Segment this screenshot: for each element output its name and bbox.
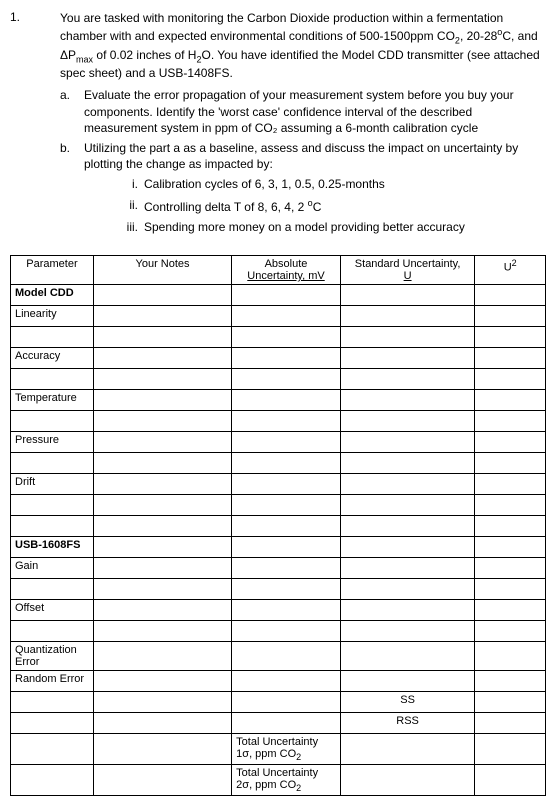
table-row: Quantization Error: [11, 641, 546, 670]
table-row: Offset: [11, 599, 546, 620]
table-row: Linearity: [11, 305, 546, 326]
roman-ii: ii.: [120, 197, 138, 215]
table-row: Total Uncertainty 1σ, ppm CO2: [11, 733, 546, 764]
table-row: [11, 326, 546, 347]
table-row: Drift: [11, 473, 546, 494]
header-parameter: Parameter: [11, 255, 94, 284]
table-row: Random Error: [11, 670, 546, 691]
cell-random-error: Random Error: [11, 670, 94, 691]
table-row: [11, 515, 546, 536]
subsub-list: i. Calibration cycles of 6, 3, 1, 0.5, 0…: [120, 176, 546, 235]
cell-total-2: Total Uncertainty 2σ, ppm CO2: [232, 765, 341, 796]
sub-list: a. Evaluate the error propagation of you…: [60, 87, 546, 235]
table-row: Total Uncertainty 2σ, ppm CO2: [11, 765, 546, 796]
header-absolute: Absolute Uncertainty, mV: [232, 255, 341, 284]
table-row: Temperature: [11, 389, 546, 410]
subsub-text-iii: Spending more money on a model providing…: [144, 219, 465, 235]
table-row: [11, 620, 546, 641]
sub-text-b: Utilizing the part a as a baseline, asse…: [84, 140, 546, 172]
cell-ss: SS: [340, 691, 475, 712]
sub-item-b: b. Utilizing the part a as a baseline, a…: [60, 140, 546, 172]
problem-statement: 1. You are tasked with monitoring the Ca…: [10, 10, 546, 81]
table-row: Accuracy: [11, 347, 546, 368]
cell-linearity: Linearity: [11, 305, 94, 326]
header-standard: Standard Uncertainty, U: [340, 255, 475, 284]
sub-letter-a: a.: [60, 87, 78, 136]
table-row: [11, 452, 546, 473]
cell-pressure: Pressure: [11, 431, 94, 452]
table-header-row: Parameter Your Notes Absolute Uncertaint…: [11, 255, 546, 284]
roman-iii: iii.: [120, 219, 138, 235]
table-row: [11, 578, 546, 599]
cell-drift: Drift: [11, 473, 94, 494]
table-row: Pressure: [11, 431, 546, 452]
subsub-text-i: Calibration cycles of 6, 3, 1, 0.5, 0.25…: [144, 176, 385, 192]
table-row: [11, 368, 546, 389]
cell-model-cdd: Model CDD: [11, 284, 94, 305]
cell-temperature: Temperature: [11, 389, 94, 410]
problem-number: 1.: [10, 10, 20, 81]
sub-text-a: Evaluate the error propagation of your m…: [84, 87, 546, 136]
subsub-item-i: i. Calibration cycles of 6, 3, 1, 0.5, 0…: [120, 176, 546, 192]
subsub-item-iii: iii. Spending more money on a model prov…: [120, 219, 546, 235]
cell-accuracy: Accuracy: [11, 347, 94, 368]
table-row: Gain: [11, 557, 546, 578]
sub-item-a: a. Evaluate the error propagation of you…: [60, 87, 546, 136]
subsub-text-ii: Controlling delta T of 8, 6, 4, 2 oC: [144, 197, 321, 215]
table-row: Model CDD: [11, 284, 546, 305]
cell-quant-error: Quantization Error: [11, 641, 94, 670]
sub-letter-b: b.: [60, 140, 78, 172]
uncertainty-table: Parameter Your Notes Absolute Uncertaint…: [10, 255, 546, 796]
problem-text: You are tasked with monitoring the Carbo…: [60, 10, 546, 81]
header-notes: Your Notes: [93, 255, 231, 284]
table-row: USB-1608FS: [11, 536, 546, 557]
table-row: [11, 410, 546, 431]
cell-usb: USB-1608FS: [11, 536, 94, 557]
table-row: [11, 494, 546, 515]
cell-rss: RSS: [340, 712, 475, 733]
roman-i: i.: [120, 176, 138, 192]
header-u-squared: U2: [475, 255, 546, 284]
cell-offset: Offset: [11, 599, 94, 620]
cell-gain: Gain: [11, 557, 94, 578]
cell-total-1: Total Uncertainty 1σ, ppm CO2: [232, 733, 341, 764]
table-row: SS: [11, 691, 546, 712]
subsub-item-ii: ii. Controlling delta T of 8, 6, 4, 2 oC: [120, 197, 546, 215]
table-row: RSS: [11, 712, 546, 733]
